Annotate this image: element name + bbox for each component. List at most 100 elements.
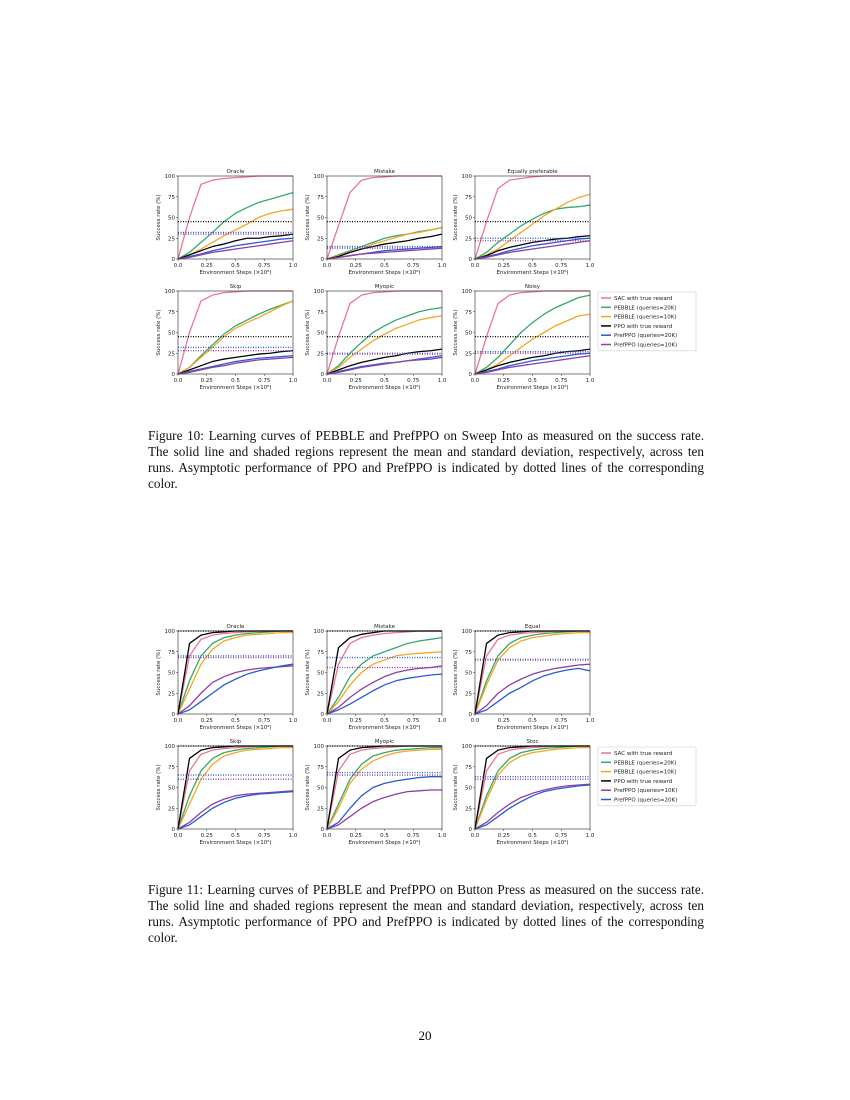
y-tick-label: 50	[465, 671, 472, 677]
x-tick-label: 0.0	[174, 263, 183, 269]
series-line	[177, 632, 293, 715]
y-tick-label: 0	[172, 827, 176, 833]
x-tick-label: 1.0	[438, 263, 447, 269]
legend-label: PEBBLE (queries=20K)	[614, 760, 677, 766]
x-tick-label: 0.25	[498, 718, 511, 724]
x-axis-label: Environment Steps (×10⁶)	[348, 384, 420, 391]
x-axis-label: Environment Steps (×10⁶)	[496, 724, 568, 731]
series-line	[474, 783, 591, 830]
plot-frame	[326, 175, 443, 260]
x-tick-label: 1.0	[438, 378, 447, 384]
x-tick-label: 0.0	[174, 378, 183, 384]
y-tick-label: 100	[462, 629, 473, 635]
y-tick-label: 100	[314, 744, 325, 750]
x-tick-label: 0.0	[323, 263, 332, 269]
x-tick-label: 0.5	[380, 263, 389, 269]
series-line	[474, 663, 591, 715]
y-tick-label: 0	[172, 372, 176, 378]
x-tick-label: 1.0	[586, 378, 595, 384]
y-axis-label: Success rate (%)	[305, 764, 311, 810]
x-axis-label: Environment Steps (×10⁶)	[348, 269, 420, 276]
x-tick-label: 0.5	[528, 263, 537, 269]
x-tick-label: 0.25	[201, 718, 214, 724]
legend-label: PrefPPO (queries=20K)	[614, 333, 677, 339]
y-tick-label: 100	[165, 174, 176, 180]
series-line	[326, 673, 443, 715]
x-tick-label: 0.5	[380, 718, 389, 724]
x-tick-label: 0.75	[258, 833, 271, 839]
plot-frame	[177, 745, 294, 830]
x-tick-label: 1.0	[289, 263, 298, 269]
series-line	[474, 240, 591, 260]
y-tick-label: 25	[317, 691, 324, 697]
series-line	[326, 789, 442, 830]
y-tick-label: 50	[317, 671, 324, 677]
x-tick-label: 0.75	[407, 378, 420, 384]
series-line	[474, 352, 591, 375]
y-tick-label: 50	[317, 216, 324, 222]
y-tick-label: 75	[168, 765, 175, 771]
y-tick-label: 0	[321, 827, 325, 833]
y-tick-label: 100	[165, 744, 176, 750]
x-tick-label: 0.25	[498, 833, 511, 839]
y-axis-label: Success rate (%)	[305, 309, 311, 355]
series-line	[474, 204, 591, 260]
series-line	[326, 233, 443, 260]
x-tick-label: 0.75	[555, 718, 568, 724]
y-tick-label: 50	[465, 786, 472, 792]
x-tick-label: 1.0	[289, 833, 298, 839]
legend-label: PEBBLE (queries=10K)	[614, 315, 677, 321]
y-axis-label: Success rate (%)	[453, 649, 459, 695]
x-tick-label: 1.0	[586, 833, 595, 839]
y-tick-label: 50	[317, 331, 324, 337]
x-tick-label: 1.0	[438, 833, 447, 839]
series-line	[326, 247, 443, 260]
x-tick-label: 0.75	[407, 718, 420, 724]
chart-title: Myopic	[375, 284, 394, 290]
series-line	[177, 790, 294, 830]
series-line	[326, 745, 442, 830]
x-axis-label: Environment Steps (×10⁶)	[199, 384, 271, 391]
y-axis-label: Success rate (%)	[156, 194, 162, 240]
plot-frame	[326, 745, 443, 830]
series-line	[177, 300, 294, 375]
x-tick-label: 0.0	[323, 833, 332, 839]
y-tick-label: 25	[465, 236, 472, 242]
y-tick-label: 25	[168, 351, 175, 357]
legend-label: PrefPPO (queries=20K)	[614, 798, 677, 804]
x-axis-label: Environment Steps (×10⁶)	[348, 724, 420, 731]
y-tick-label: 25	[317, 806, 324, 812]
series-line	[474, 313, 591, 375]
y-tick-label: 0	[172, 712, 176, 718]
x-axis-label: Environment Steps (×10⁶)	[199, 724, 271, 731]
x-axis-label: Environment Steps (×10⁶)	[348, 839, 420, 846]
x-tick-label: 0.25	[350, 378, 363, 384]
chart-title: Oracle	[227, 624, 246, 630]
series-line	[326, 776, 442, 830]
series-line	[326, 651, 443, 715]
legend-label: PrefPPO (queries=10K)	[614, 343, 677, 349]
y-tick-label: 75	[317, 650, 324, 656]
y-tick-label: 25	[465, 806, 472, 812]
chart-title: Mistake	[374, 169, 396, 175]
x-tick-label: 0.25	[350, 263, 363, 269]
x-tick-label: 0.25	[201, 378, 214, 384]
x-axis-label: Environment Steps (×10⁶)	[496, 384, 568, 391]
series-line	[177, 663, 294, 715]
y-tick-label: 0	[469, 257, 473, 263]
x-tick-label: 0.5	[528, 378, 537, 384]
series-line	[177, 350, 294, 375]
chart-title: Oracle	[227, 169, 246, 175]
series-line	[177, 191, 294, 260]
y-tick-label: 0	[469, 372, 473, 378]
y-tick-label: 25	[168, 691, 175, 697]
legend-label: PPO with true reward	[614, 324, 672, 330]
series-line	[474, 747, 590, 830]
chart-title: Stoc	[526, 739, 538, 745]
x-tick-label: 0.0	[323, 378, 332, 384]
series-line	[177, 665, 294, 715]
series-line	[177, 355, 294, 375]
x-tick-label: 0.25	[350, 833, 363, 839]
legend-label: SAC with true reward	[614, 296, 672, 302]
